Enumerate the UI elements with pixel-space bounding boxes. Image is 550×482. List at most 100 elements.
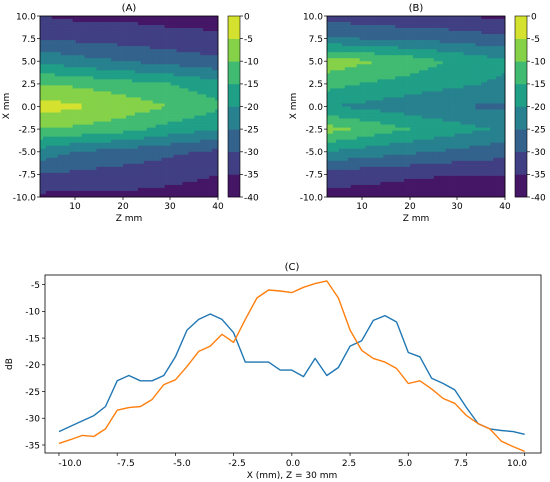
heatmap-cell xyxy=(158,46,162,50)
heatmap-cell xyxy=(90,133,94,138)
heatmap-cell xyxy=(475,70,479,74)
heatmap-cell xyxy=(215,49,219,53)
heatmap-cell xyxy=(457,22,461,26)
heatmap-cell xyxy=(143,94,148,98)
heatmap-cell xyxy=(51,31,56,35)
heatmap-cell xyxy=(155,148,160,153)
heatmap-cell xyxy=(191,124,195,128)
heatmap-cell xyxy=(48,118,53,122)
heatmap-cell xyxy=(442,67,447,71)
heatmap-cell xyxy=(457,19,461,23)
heatmap-cell xyxy=(146,130,151,134)
heatmap-cell xyxy=(152,49,157,53)
heatmap-cell xyxy=(48,139,53,144)
heatmap-cell xyxy=(176,106,180,110)
heatmap-cell xyxy=(179,127,183,131)
heatmap-cell xyxy=(90,22,94,26)
heatmap-cell xyxy=(499,25,503,29)
heatmap-cell xyxy=(134,118,139,122)
heatmap-cell xyxy=(194,181,198,186)
heatmap-cell xyxy=(347,73,352,77)
heatmap-cell xyxy=(69,187,73,192)
heatmap-cell xyxy=(143,61,148,65)
heatmap-cell xyxy=(185,136,189,141)
heatmap-cell xyxy=(413,19,417,23)
heatmap-cell xyxy=(93,16,97,20)
heatmap-cell xyxy=(102,157,106,162)
heatmap-cell xyxy=(413,49,417,53)
heatmap-cell xyxy=(40,52,44,56)
heatmap-cell xyxy=(188,166,192,171)
heatmap-cell xyxy=(332,43,337,47)
heatmap-cell xyxy=(78,175,82,180)
heatmap-cell xyxy=(140,103,145,107)
heatmap-cell xyxy=(81,154,85,159)
heatmap-cell xyxy=(188,193,192,198)
heatmap-cell xyxy=(152,145,157,150)
heatmap-cell xyxy=(451,28,455,32)
heatmap-cell xyxy=(404,37,408,41)
heatmap-cell xyxy=(48,142,53,147)
heatmap-cell xyxy=(120,76,124,80)
heatmap-cell xyxy=(105,169,109,174)
heatmap-cell xyxy=(392,19,396,23)
heatmap-cell xyxy=(90,100,94,104)
heatmap-cell xyxy=(134,175,139,180)
heatmap-cell xyxy=(167,82,171,86)
heatmap-cell xyxy=(140,178,145,183)
heatmap-cell xyxy=(164,34,168,38)
heatmap-cell xyxy=(114,103,118,107)
heatmap-cell xyxy=(78,163,82,168)
heatmap-cell xyxy=(179,109,183,113)
heatmap-cell xyxy=(131,43,136,47)
heatmap-cell xyxy=(111,52,115,56)
heatmap-a-xlabel: Z mm xyxy=(116,214,143,224)
heatmap-cell xyxy=(54,79,59,83)
heatmap-cell xyxy=(63,139,68,144)
heatmap-cell xyxy=(90,34,94,38)
heatmap-cell xyxy=(87,28,91,32)
heatmap-cell xyxy=(445,61,449,65)
heatmap-cell xyxy=(146,31,151,35)
heatmap-cell xyxy=(392,79,396,83)
heatmap-cell xyxy=(84,136,88,141)
heatmap-cell xyxy=(179,19,183,23)
heatmap-cell xyxy=(75,157,79,162)
heatmap-cell xyxy=(430,40,435,44)
heatmap-cell xyxy=(460,19,464,23)
heatmap-cell xyxy=(185,34,189,38)
heatmap-cell xyxy=(442,49,447,53)
heatmap-cell xyxy=(439,16,444,20)
heatmap-cell xyxy=(191,85,195,89)
heatmap-cell xyxy=(457,46,461,50)
heatmap-cell xyxy=(40,178,44,183)
heatmap-cell xyxy=(194,154,198,159)
heatmap-cell xyxy=(149,145,154,150)
heatmap-cell xyxy=(40,184,44,189)
heatmap-cell xyxy=(96,85,100,89)
heatmap-cell xyxy=(179,28,183,32)
heatmap-cell xyxy=(176,178,180,183)
heatmap-cell xyxy=(66,31,71,35)
heatmap-cell xyxy=(377,76,381,80)
heatmap-cell xyxy=(111,145,115,150)
heatmap-cell xyxy=(108,169,112,174)
heatmap-cell xyxy=(327,82,331,86)
heatmap-cell xyxy=(134,28,139,32)
heatmap-cell xyxy=(191,142,195,147)
heatmap-cell xyxy=(383,55,387,59)
heatmap-cell xyxy=(176,175,180,180)
heatmap-cell xyxy=(499,64,503,68)
heatmap-cell xyxy=(117,82,121,86)
heatmap-cell xyxy=(487,58,491,62)
heatmap-cell xyxy=(48,178,53,183)
heatmap-cell xyxy=(40,73,44,77)
heatmap-cell xyxy=(75,193,79,198)
heatmap-cell xyxy=(212,82,216,86)
heatmap-cell xyxy=(84,172,88,177)
heatmap-cell xyxy=(404,40,408,44)
heatmap-cell xyxy=(377,34,381,38)
heatmap-cell xyxy=(481,61,485,65)
heatmap-cell xyxy=(341,28,346,32)
heatmap-cell xyxy=(203,106,207,110)
